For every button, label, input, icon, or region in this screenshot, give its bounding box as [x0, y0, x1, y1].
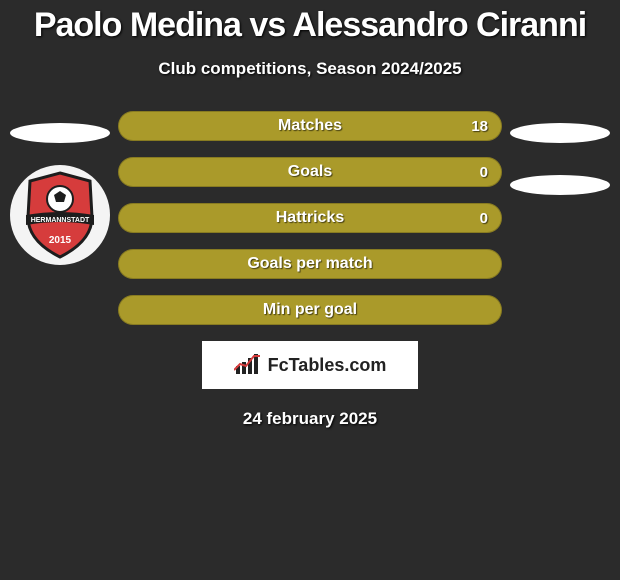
stat-value: 0 — [480, 164, 488, 181]
bar-chart-icon — [234, 354, 262, 376]
page-subtitle: Club competitions, Season 2024/2025 — [0, 59, 620, 79]
stat-value: 0 — [480, 210, 488, 227]
stat-bar-goals-per-match: Goals per match — [118, 249, 502, 279]
right-column — [508, 111, 612, 325]
crest-banner-text: HERMANNSTADT — [31, 217, 90, 224]
main-content: HERMANNSTADT 2015 Matches 18 Goals 0 Hat… — [0, 111, 620, 325]
stat-bars: Matches 18 Goals 0 Hattricks 0 Goals per… — [112, 111, 508, 325]
branding-text: FcTables.com — [268, 355, 387, 376]
club-crest: HERMANNSTADT 2015 — [10, 165, 110, 265]
stat-label: Goals per match — [247, 255, 372, 273]
footer-date: 24 february 2025 — [0, 409, 620, 429]
left-column: HERMANNSTADT 2015 — [8, 111, 112, 325]
page-title: Paolo Medina vs Alessandro Ciranni — [0, 0, 620, 45]
stat-label: Matches — [278, 117, 342, 135]
stat-bar-hattricks: Hattricks 0 — [118, 203, 502, 233]
player-placeholder-right-1 — [510, 123, 610, 143]
stat-label: Goals — [288, 163, 332, 181]
stat-bar-matches: Matches 18 — [118, 111, 502, 141]
crest-year: 2015 — [49, 235, 72, 246]
branding-box: FcTables.com — [202, 341, 418, 389]
shield-icon: HERMANNSTADT 2015 — [20, 171, 100, 259]
stat-label: Hattricks — [276, 209, 344, 227]
player-placeholder-left — [10, 123, 110, 143]
stat-value: 18 — [471, 118, 488, 135]
player-placeholder-right-2 — [510, 175, 610, 195]
stat-bar-min-per-goal: Min per goal — [118, 295, 502, 325]
stat-label: Min per goal — [263, 301, 357, 319]
stat-bar-goals: Goals 0 — [118, 157, 502, 187]
